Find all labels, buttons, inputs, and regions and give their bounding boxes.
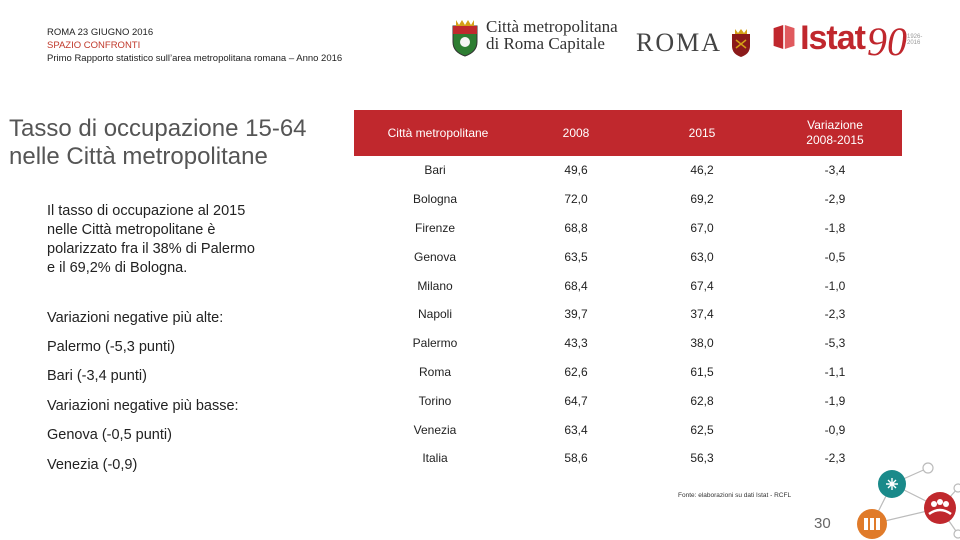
network-decoration (857, 462, 960, 539)
value-change: -3,4 (824, 163, 846, 178)
teal-node-icon (878, 470, 906, 498)
roma-crest-icon (732, 29, 751, 57)
employment-rate-table: Città metropolitane 2008 2015 Variazione… (354, 110, 902, 473)
table-row: Palermo 43,3 38,0 -5,3 (354, 329, 902, 358)
istat-logo: Istat 90 1926-2016 (772, 20, 930, 64)
istat-90-mark: 90 (866, 19, 907, 64)
source-note: Fonte: elaborazioni su dati Istat - RCFL (678, 492, 792, 499)
value-2015: 69,2 (690, 192, 714, 207)
intro-paragraph: Il tasso di occupazione al 2015 nelle Ci… (47, 203, 255, 276)
value-2008: 72,0 (564, 192, 588, 207)
istat-years: 1926-2016 (906, 34, 923, 46)
value-2015: 62,5 (690, 422, 714, 437)
city-cell: Napoli (417, 307, 453, 322)
value-change: -1,1 (824, 364, 846, 379)
table-row: Milano 68,4 67,4 -1,0 (354, 271, 902, 300)
value-change: -2,9 (824, 192, 846, 207)
table-row: Bari 49,6 46,2 -3,4 (354, 156, 902, 185)
value-2015: 46,2 (690, 163, 714, 178)
value-change: -0,5 (824, 249, 846, 264)
value-2015: 56,3 (690, 451, 714, 466)
value-2008: 58,6 (564, 451, 588, 466)
orange-node-icon (857, 509, 887, 539)
value-2008: 64,7 (564, 393, 588, 408)
value-change: -2,3 (824, 307, 846, 322)
city-cell: Milano (417, 278, 453, 293)
value-2008: 68,4 (564, 278, 588, 293)
logo-bar: Città metropolitana di Roma Capitale ROM… (450, 14, 930, 70)
note-venezia: Venezia (-0,9) (47, 457, 138, 473)
page-number: 30 (814, 515, 831, 532)
city-cell: Bari (424, 163, 446, 178)
value-2015: 67,4 (690, 278, 714, 293)
city-cell: Palermo (412, 336, 458, 351)
value-2008: 43,3 (564, 336, 588, 351)
value-2015: 67,0 (690, 220, 714, 235)
table-row: Roma 62,6 61,5 -1,1 (354, 358, 902, 387)
city-cell: Venezia (413, 422, 457, 437)
header-section: SPAZIO CONFRONTI (47, 40, 141, 51)
citta-metropolitana-subname: di Roma Capitale (486, 34, 605, 53)
value-change: -2,3 (824, 451, 846, 466)
value-2008: 63,5 (564, 249, 588, 264)
city-cell: Italia (422, 451, 448, 466)
value-change: -1,8 (824, 220, 846, 235)
header-date: ROMA 23 GIUGNO 2016 (47, 27, 154, 38)
header-report: Primo Rapporto statistico sull’area metr… (47, 53, 343, 64)
table-row: Italia 58,6 56,3 -2,3 (354, 444, 902, 473)
value-2008: 62,6 (564, 364, 588, 379)
roma-wordmark: ROMA (636, 28, 723, 57)
table-row: Bologna 72,0 69,2 -2,9 (354, 185, 902, 214)
city-cell: Genova (413, 249, 457, 264)
note-palermo: Palermo (-5,3 punti) (47, 339, 176, 355)
coat-of-arms-icon (452, 20, 478, 57)
istat-mark-icon (773, 24, 795, 50)
city-cell: Bologna (412, 192, 458, 207)
value-2015: 38,0 (690, 336, 714, 351)
red-people-node-icon (924, 492, 956, 524)
header-2008: 2008 (516, 110, 636, 156)
value-2015: 37,4 (690, 307, 714, 322)
value-2008: 39,7 (564, 307, 588, 322)
value-2008: 63,4 (564, 422, 588, 437)
citta-metropolitana-logo: Città metropolitana di Roma Capitale (450, 18, 618, 58)
note-lowest-label: Variazioni negative più basse: (47, 398, 239, 414)
table-row: Torino 64,7 62,8 -1,9 (354, 386, 902, 415)
value-change: -1,0 (824, 278, 846, 293)
citta-metropolitana-name: Città metropolitana (486, 17, 618, 36)
table-row: Genova 63,5 63,0 -0,5 (354, 242, 902, 271)
note-highest-label: Variazioni negative più alte: (47, 310, 224, 326)
note-genova: Genova (-0,5 punti) (47, 427, 172, 443)
header-change: Variazione 2008-2015 (768, 110, 902, 156)
header-city: Città metropolitane (354, 110, 516, 156)
value-2015: 61,5 (690, 364, 714, 379)
istat-wordmark: Istat (800, 19, 866, 57)
value-change: -5,3 (824, 336, 846, 351)
table-row: Firenze 68,8 67,0 -1,8 (354, 214, 902, 243)
table-header-row: Città metropolitane 2008 2015 Variazione… (354, 110, 902, 156)
table-row: Venezia 63,4 62,5 -0,9 (354, 415, 902, 444)
note-bari: Bari (-3,4 punti) (47, 368, 147, 384)
value-2008: 68,8 (564, 220, 588, 235)
value-change: -1,9 (824, 393, 846, 408)
slide-header: ROMA 23 GIUGNO 2016 SPAZIO CONFRONTI Pri… (47, 26, 342, 65)
table-row: Napoli 39,7 37,4 -2,3 (354, 300, 902, 329)
value-2015: 63,0 (690, 249, 714, 264)
slide-title: Tasso di occupazione 15-64 nelle Città m… (9, 115, 307, 170)
header-2015: 2015 (636, 110, 768, 156)
value-2008: 49,6 (564, 163, 588, 178)
roma-logo: ROMA (636, 28, 752, 58)
city-cell: Firenze (414, 220, 455, 235)
city-cell: Roma (418, 364, 451, 379)
value-change: -0,9 (824, 422, 846, 437)
city-cell: Torino (418, 393, 452, 408)
value-2015: 62,8 (690, 393, 714, 408)
